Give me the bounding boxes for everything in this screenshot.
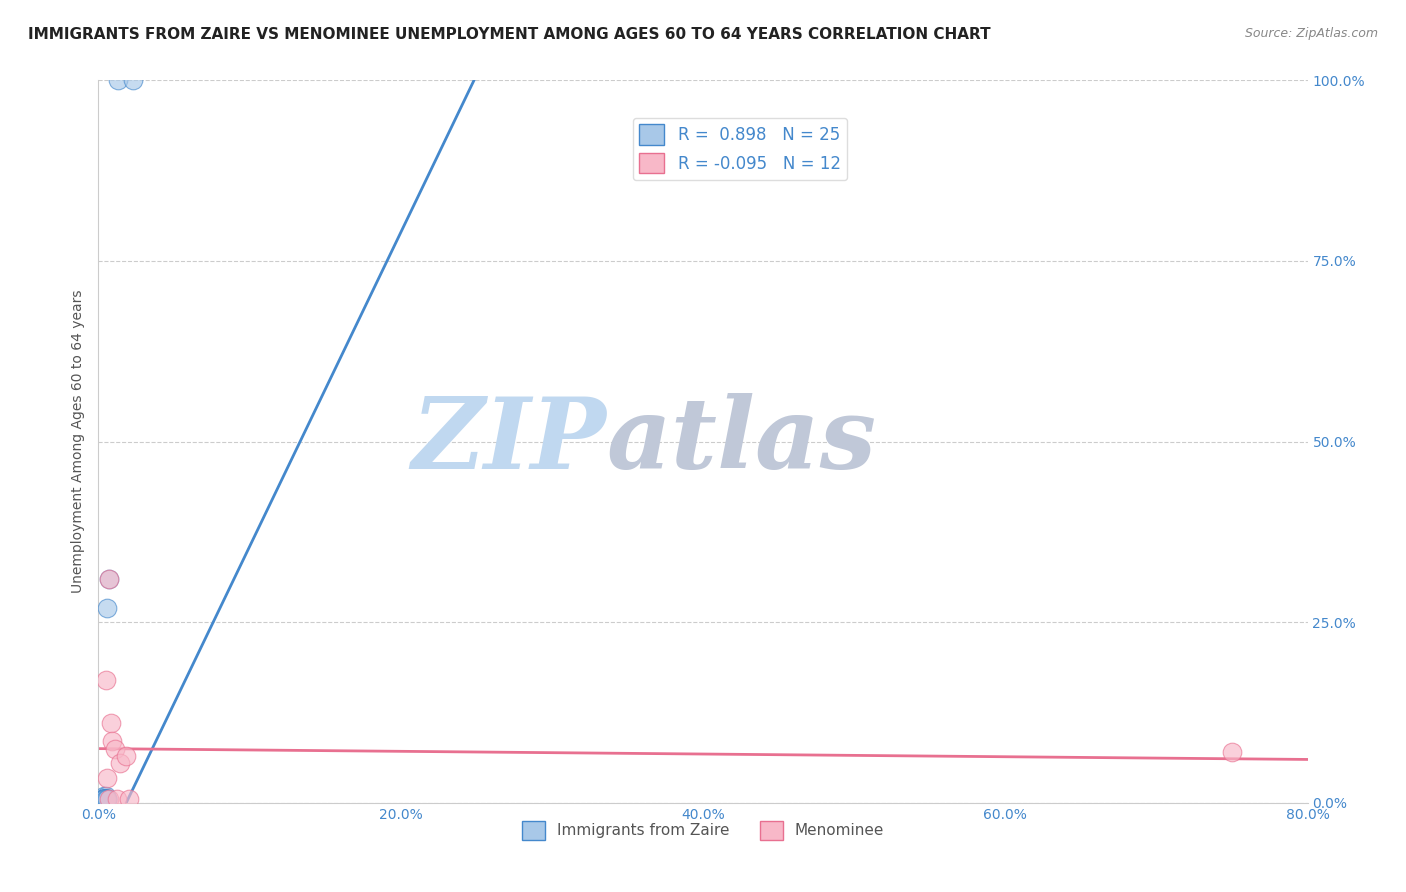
Point — [101, 734, 124, 748]
Point — [91, 792, 114, 806]
Point — [96, 792, 118, 806]
Point — [96, 771, 118, 785]
Point — [93, 792, 115, 806]
Point — [104, 741, 127, 756]
Point — [91, 792, 114, 806]
Point — [98, 792, 121, 806]
Text: atlas: atlas — [606, 393, 876, 490]
Point — [98, 572, 121, 586]
Point — [93, 789, 115, 803]
Point — [91, 792, 114, 806]
Point — [118, 792, 141, 806]
Point — [105, 792, 128, 806]
Point — [93, 792, 115, 806]
Point — [94, 792, 117, 806]
Point — [93, 792, 115, 806]
Point — [100, 716, 122, 731]
Point — [96, 792, 118, 806]
Point — [107, 73, 129, 87]
Text: Source: ZipAtlas.com: Source: ZipAtlas.com — [1244, 27, 1378, 40]
Point — [94, 789, 117, 803]
Point — [93, 792, 115, 806]
Point — [96, 792, 118, 806]
Point — [94, 673, 117, 687]
Point — [94, 792, 117, 806]
Point — [98, 572, 121, 586]
Point — [1220, 745, 1243, 759]
Point — [108, 756, 131, 770]
Text: ZIP: ZIP — [412, 393, 606, 490]
Point — [93, 792, 115, 806]
Point — [94, 792, 117, 806]
Point — [114, 748, 136, 763]
Point — [94, 792, 117, 806]
Point — [94, 792, 117, 806]
Point — [96, 792, 118, 806]
Y-axis label: Unemployment Among Ages 60 to 64 years: Unemployment Among Ages 60 to 64 years — [70, 290, 84, 593]
Legend: Immigrants from Zaire, Menominee: Immigrants from Zaire, Menominee — [516, 815, 890, 846]
Point — [96, 600, 118, 615]
Point — [93, 792, 115, 806]
Text: IMMIGRANTS FROM ZAIRE VS MENOMINEE UNEMPLOYMENT AMONG AGES 60 TO 64 YEARS CORREL: IMMIGRANTS FROM ZAIRE VS MENOMINEE UNEMP… — [28, 27, 991, 42]
Point — [94, 792, 117, 806]
Point — [122, 73, 145, 87]
